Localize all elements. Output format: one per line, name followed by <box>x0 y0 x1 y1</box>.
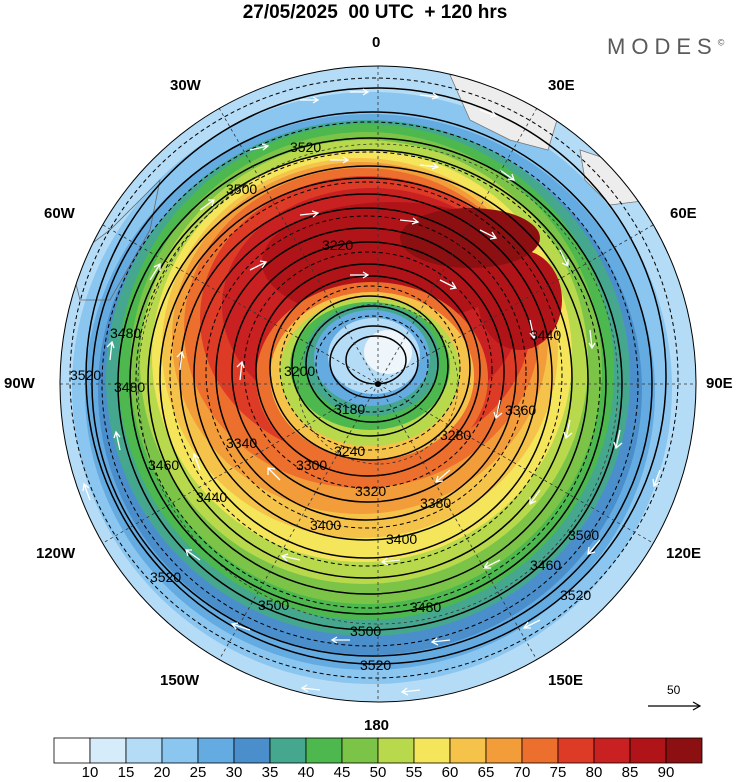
colorbar-swatch <box>89 737 127 764</box>
colorbar-swatch <box>125 737 163 764</box>
colorbar-tick-label: 65 <box>477 764 495 781</box>
colorbar-swatch <box>197 737 235 764</box>
contour-label-3500-s: 3500 <box>350 623 381 639</box>
colorbar-swatch <box>341 737 379 764</box>
contour-label-3380: 3380 <box>420 495 451 511</box>
colorbar-swatch <box>233 737 271 764</box>
wind-vectors <box>82 88 661 696</box>
colorbar-swatch <box>449 737 487 764</box>
contour-label-3460-se: 3460 <box>530 557 561 573</box>
lon-label-120e: 120E <box>666 545 702 562</box>
colorbar-tick-label: 60 <box>441 764 459 781</box>
lon-label-60w: 60W <box>44 205 75 222</box>
colorbar-tick-label: 15 <box>117 764 135 781</box>
colorbar-swatch <box>665 737 703 764</box>
colorbar-tick-label: 85 <box>621 764 639 781</box>
colorbar-swatch <box>557 737 595 764</box>
contour-label-3340: 3340 <box>226 435 257 451</box>
south-pole-marker <box>375 381 381 387</box>
colorbar-tick-label: 10 <box>81 764 99 781</box>
lon-label-180: 180 <box>364 717 390 734</box>
contour-label-3440-w: 3440 <box>196 489 227 505</box>
wind-reference-label: 50 <box>667 683 681 697</box>
contour-label-3400-s: 3400 <box>310 517 341 533</box>
lon-label-90w: 90W <box>4 375 35 392</box>
map-title: 27/05/2025 00 UTC + 120 hrs <box>242 2 508 23</box>
colorbar-tick-label: 90 <box>657 764 675 781</box>
contour-label-3520-n: 3520 <box>290 139 321 155</box>
height-contours <box>85 87 667 665</box>
wind-speed-field <box>60 66 696 702</box>
colorbar-swatch <box>413 737 451 764</box>
colorbar-swatch <box>377 737 415 764</box>
colorbar-swatch <box>305 737 343 764</box>
colorbar-swatch <box>485 737 523 764</box>
contour-label-3480-s: 3480 <box>410 599 441 615</box>
contour-label-3300: 3300 <box>296 457 327 473</box>
lon-label-60e: 60E <box>670 205 697 222</box>
contour-label-3440-e: 3440 <box>530 327 561 343</box>
colorbar-swatch <box>161 737 199 764</box>
colorbar-tick-label: 55 <box>405 764 423 781</box>
contour-label-3280: 3280 <box>440 427 471 443</box>
colorbar-tick-label: 50 <box>369 764 387 781</box>
brand-text: MODES <box>607 34 718 59</box>
colorbar-tick-label: 35 <box>261 764 279 781</box>
lon-label-150w: 150W <box>160 672 200 689</box>
contour-label-3220: 3220 <box>322 237 353 253</box>
wind-reference-arrow <box>648 701 702 711</box>
contour-label-3400-s2: 3400 <box>386 531 417 547</box>
inner-10 <box>364 330 412 374</box>
contour-label-3520-sw: 3520 <box>150 569 181 585</box>
contour-label-3520-s: 3520 <box>360 657 391 673</box>
colorbar <box>53 737 703 764</box>
lon-label-30w: 30W <box>170 77 201 94</box>
contour-labels: 3520 3500 3520 3480 3480 3460 3440 3400 … <box>70 139 599 673</box>
contour-label-3320: 3320 <box>355 483 386 499</box>
colorbar-swatch <box>593 737 631 764</box>
contour-label-3460-w: 3460 <box>148 457 179 473</box>
contour-label-3520-se: 3520 <box>560 587 591 603</box>
modes-logo: MODES© <box>607 34 724 60</box>
colorbar-swatch <box>521 737 559 764</box>
contour-label-3180: 3180 <box>334 401 365 417</box>
contour-label-3200: 3200 <box>284 363 315 379</box>
contour-label-3520-w: 3520 <box>70 367 101 383</box>
lon-label-30e: 30E <box>548 77 575 94</box>
south-america-coast <box>69 178 161 301</box>
colorbar-tick-label: 20 <box>153 764 171 781</box>
colorbar-tick-label: 40 <box>297 764 315 781</box>
lon-label-120w: 120W <box>36 545 76 562</box>
lon-label-90e: 90E <box>706 375 733 392</box>
band-max <box>400 208 540 268</box>
colorbar-tick-label: 70 <box>513 764 531 781</box>
colorbar-swatch <box>269 737 307 764</box>
colorbar-tick-label: 25 <box>189 764 207 781</box>
contour-label-3480-w: 3480 <box>110 325 141 341</box>
map-border <box>59 65 697 703</box>
contour-label-3500-sw: 3500 <box>258 597 289 613</box>
contour-label-3480-w2: 3480 <box>114 379 145 395</box>
colorbar-tick-label: 30 <box>225 764 243 781</box>
contour-label-3500-e: 3500 <box>568 527 599 543</box>
colorbar-tick-label: 75 <box>549 764 567 781</box>
contour-label-3360: 3360 <box>505 402 536 418</box>
copyright-mark: © <box>717 37 725 48</box>
lon-label-150e: 150E <box>548 672 584 689</box>
colorbar-tick-label: 45 <box>333 764 351 781</box>
colorbar-swatch <box>53 737 91 764</box>
lon-label-0: 0 <box>372 34 381 51</box>
colorbar-swatch <box>629 737 667 764</box>
contour-label-3500-n: 3500 <box>226 181 257 197</box>
colorbar-tick-label: 80 <box>585 764 603 781</box>
contour-label-3240: 3240 <box>334 443 365 459</box>
